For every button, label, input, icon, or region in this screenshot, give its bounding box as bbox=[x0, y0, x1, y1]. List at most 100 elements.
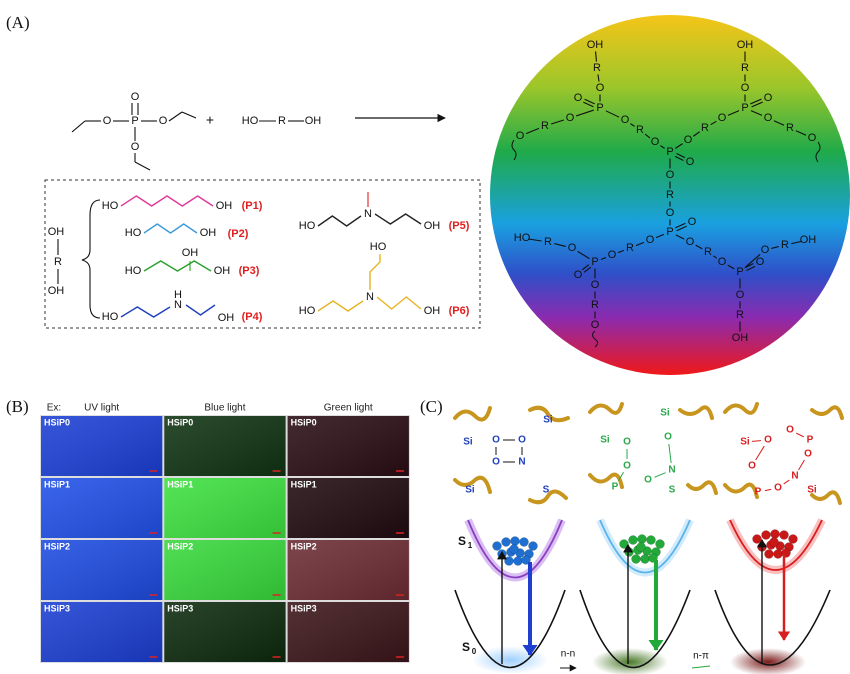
polymer-atom: O bbox=[764, 92, 773, 104]
polymer-atom: P bbox=[736, 266, 743, 278]
polymer-atom: R bbox=[704, 246, 712, 258]
atom-label: HO bbox=[125, 265, 142, 277]
polymer-atom: O bbox=[741, 82, 750, 94]
sample-label: HSiP0 bbox=[291, 417, 317, 427]
polymer-atom: O bbox=[764, 112, 773, 124]
polymer-atom: O bbox=[646, 234, 655, 246]
polymer-backbone bbox=[680, 407, 712, 418]
chain bbox=[375, 214, 421, 224]
polymer-backbone bbox=[455, 408, 490, 420]
polymer-atom: R bbox=[593, 62, 601, 74]
molecule-atom: P bbox=[755, 487, 762, 498]
interaction bbox=[654, 473, 665, 478]
panel-label: (C) bbox=[420, 397, 443, 416]
atom-label: OH bbox=[216, 200, 233, 212]
sample-label: HSiP0 bbox=[44, 417, 70, 427]
brace bbox=[82, 200, 100, 318]
sample-label: HSiP1 bbox=[291, 479, 317, 489]
monomer-label: (P4) bbox=[242, 311, 263, 323]
chain bbox=[186, 305, 215, 315]
chain bbox=[318, 216, 361, 226]
monomer-label: (P6) bbox=[449, 305, 470, 317]
atom-label: HO bbox=[125, 227, 142, 239]
electron bbox=[762, 531, 771, 540]
state-index: 1 bbox=[468, 541, 473, 550]
atom-label: O bbox=[103, 115, 112, 127]
electron bbox=[514, 557, 523, 566]
atom-label: HO bbox=[299, 305, 316, 317]
polymer-atom: OH bbox=[587, 39, 604, 51]
bond bbox=[72, 121, 85, 132]
polymer-atom: R bbox=[544, 236, 552, 248]
electron bbox=[765, 550, 774, 559]
atom-label: OH bbox=[48, 226, 65, 238]
column-header: UV light bbox=[84, 403, 119, 414]
polymer-atom: HO bbox=[514, 232, 531, 244]
polymer-atom: O bbox=[574, 269, 583, 281]
electron bbox=[770, 538, 779, 547]
sample-label: HSiP1 bbox=[167, 479, 193, 489]
polymer-atom: P bbox=[596, 102, 603, 114]
excitation-label: Ex: bbox=[47, 403, 61, 414]
chain bbox=[144, 261, 211, 271]
atom-label: O bbox=[131, 141, 140, 153]
molecule-atom: O bbox=[492, 457, 500, 468]
electron bbox=[632, 555, 641, 564]
atom-label: P bbox=[131, 115, 138, 127]
chain bbox=[318, 301, 363, 311]
molecule-atom: Si bbox=[600, 435, 610, 446]
polymer-atom: R bbox=[781, 239, 789, 251]
panel-c: (C)S1S0n-nn-πSiOOSiONSiSSiSiOOOPONSOPSiO… bbox=[420, 397, 842, 674]
molecule-atom: O bbox=[804, 449, 812, 460]
polymer-atom: R bbox=[541, 120, 549, 132]
polymer-atom: O bbox=[574, 92, 583, 104]
electron bbox=[638, 535, 647, 544]
polymer-atom: O bbox=[608, 249, 617, 261]
electron bbox=[510, 545, 519, 554]
atom-label: O bbox=[131, 91, 140, 103]
molecule-atom: O bbox=[623, 437, 631, 448]
polymer-atom: R bbox=[741, 62, 749, 74]
polymer-backbone bbox=[812, 407, 842, 418]
molecule-atom: O bbox=[786, 425, 794, 436]
electron bbox=[529, 542, 538, 551]
monomer-label: (P5) bbox=[449, 220, 470, 232]
panel-label: (B) bbox=[6, 397, 29, 416]
molecule-atom: N bbox=[518, 457, 525, 468]
sample-label: HSiP0 bbox=[167, 417, 193, 427]
bond bbox=[135, 162, 150, 170]
molecule-atom: O bbox=[664, 432, 672, 443]
polymer-atom: R bbox=[636, 124, 644, 136]
atom-label: O bbox=[159, 115, 168, 127]
molecule-atom: O bbox=[774, 483, 782, 494]
polymer-backbone bbox=[725, 404, 757, 413]
polymer-backbone bbox=[688, 482, 716, 493]
monomer-label: (P2) bbox=[228, 228, 249, 240]
atom-label: OH bbox=[218, 312, 235, 324]
molecule-atom: N bbox=[668, 465, 675, 476]
atom-label: OH bbox=[200, 227, 217, 239]
molecule-atom: Si bbox=[660, 408, 670, 419]
state-label: S bbox=[458, 534, 466, 548]
polymer-atom: P bbox=[666, 146, 673, 158]
polymer-atom: O bbox=[718, 256, 727, 268]
polymer-atom: O bbox=[684, 134, 693, 146]
polymer-atom: R bbox=[626, 242, 634, 254]
polymer-backbone bbox=[725, 485, 757, 497]
polymer-atom: O bbox=[686, 156, 695, 168]
chain bbox=[144, 224, 197, 233]
atom-label: R bbox=[278, 115, 286, 127]
polymer-atom: R bbox=[666, 189, 674, 201]
polymer-atom: O bbox=[621, 114, 630, 126]
polymer-atom: R bbox=[736, 309, 744, 321]
interaction bbox=[765, 489, 771, 490]
polymer-backbone bbox=[590, 404, 622, 413]
atom-label: N bbox=[174, 299, 182, 311]
chain bbox=[121, 196, 213, 206]
electron bbox=[493, 542, 502, 551]
sample-label: HSiP2 bbox=[291, 541, 317, 551]
molecule-atom: P bbox=[612, 482, 619, 493]
polymer-atom: O bbox=[686, 236, 695, 248]
bond bbox=[182, 112, 196, 118]
molecule-atom: O bbox=[644, 475, 652, 486]
